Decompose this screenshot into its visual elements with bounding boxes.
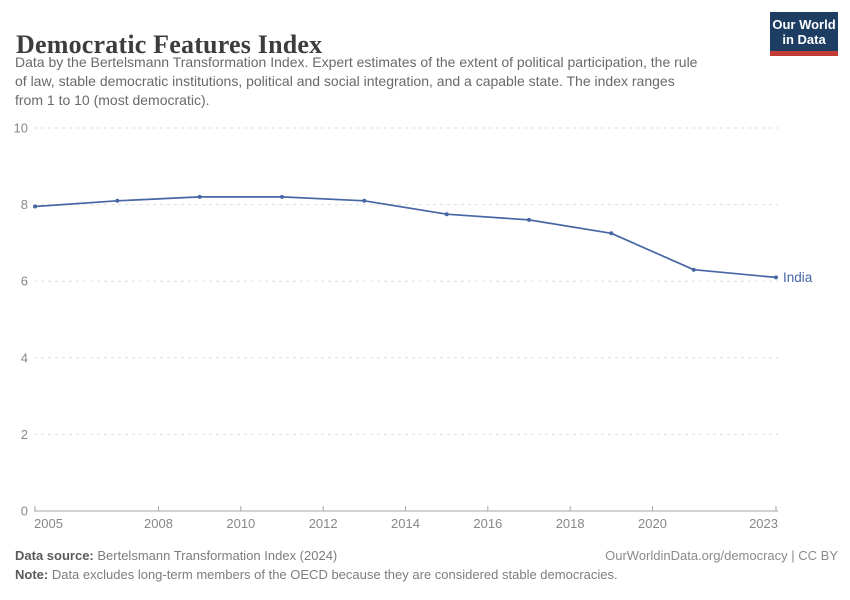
chart-subtitle: Data by the Bertelsmann Transformation I…	[15, 53, 815, 110]
data-source-value: Bertelsmann Transformation Index (2024)	[93, 548, 338, 563]
chart-footer: Data source: Bertelsmann Transformation …	[15, 547, 838, 584]
x-tick-label: 2016	[473, 516, 502, 531]
note-label: Note:	[15, 567, 49, 582]
data-point[interactable]	[691, 267, 696, 272]
owid-cc-link[interactable]: OurWorldinData.org/democracy | CC BY	[605, 548, 838, 563]
y-tick-label: 0	[21, 504, 28, 519]
data-point[interactable]	[362, 198, 367, 203]
x-tick-label: 2020	[638, 516, 667, 531]
owid-logo[interactable]: Our World in Data	[770, 12, 838, 56]
x-tick-label: 2014	[391, 516, 420, 531]
y-tick-label: 2	[21, 427, 28, 442]
data-point[interactable]	[609, 231, 614, 236]
x-tick-label: 2010	[226, 516, 255, 531]
subtitle-line: from 1 to 10 (most democratic).	[15, 92, 210, 108]
subtitle-line: of law, stable democratic institutions, …	[15, 73, 675, 89]
subtitle-line: Data by the Bertelsmann Transformation I…	[15, 54, 698, 70]
data-point[interactable]	[197, 194, 202, 199]
note: Note: Data excludes long-term members of…	[15, 566, 838, 584]
data-point[interactable]	[527, 217, 531, 222]
owid-logo-line2: in Data	[782, 32, 826, 47]
y-tick-label: 4	[21, 350, 28, 365]
x-tick-label: 2012	[309, 516, 338, 531]
data-point[interactable]	[444, 212, 449, 217]
data-source: Data source: Bertelsmann Transformation …	[15, 547, 337, 565]
x-tick-label: 2008	[144, 516, 173, 531]
x-tick-label: 2018	[556, 516, 585, 531]
x-tick-label: 2005	[34, 516, 63, 531]
y-tick-label: 6	[21, 274, 28, 289]
data-line[interactable]	[34, 196, 777, 279]
data-point[interactable]	[33, 204, 37, 209]
page-title: Democratic Features Index	[16, 30, 323, 60]
owid-logo-line1: Our World	[772, 17, 836, 32]
y-tick-label: 10	[14, 121, 28, 136]
y-tick-label: 8	[21, 197, 28, 212]
data-point[interactable]	[115, 198, 120, 203]
x-tick-label: 2023	[749, 516, 778, 531]
data-point[interactable]	[774, 275, 778, 280]
data-source-label: Data source:	[15, 548, 94, 563]
data-point[interactable]	[280, 194, 284, 199]
entity-label[interactable]: India	[783, 270, 813, 285]
note-value: Data excludes long-term members of the O…	[48, 567, 618, 582]
